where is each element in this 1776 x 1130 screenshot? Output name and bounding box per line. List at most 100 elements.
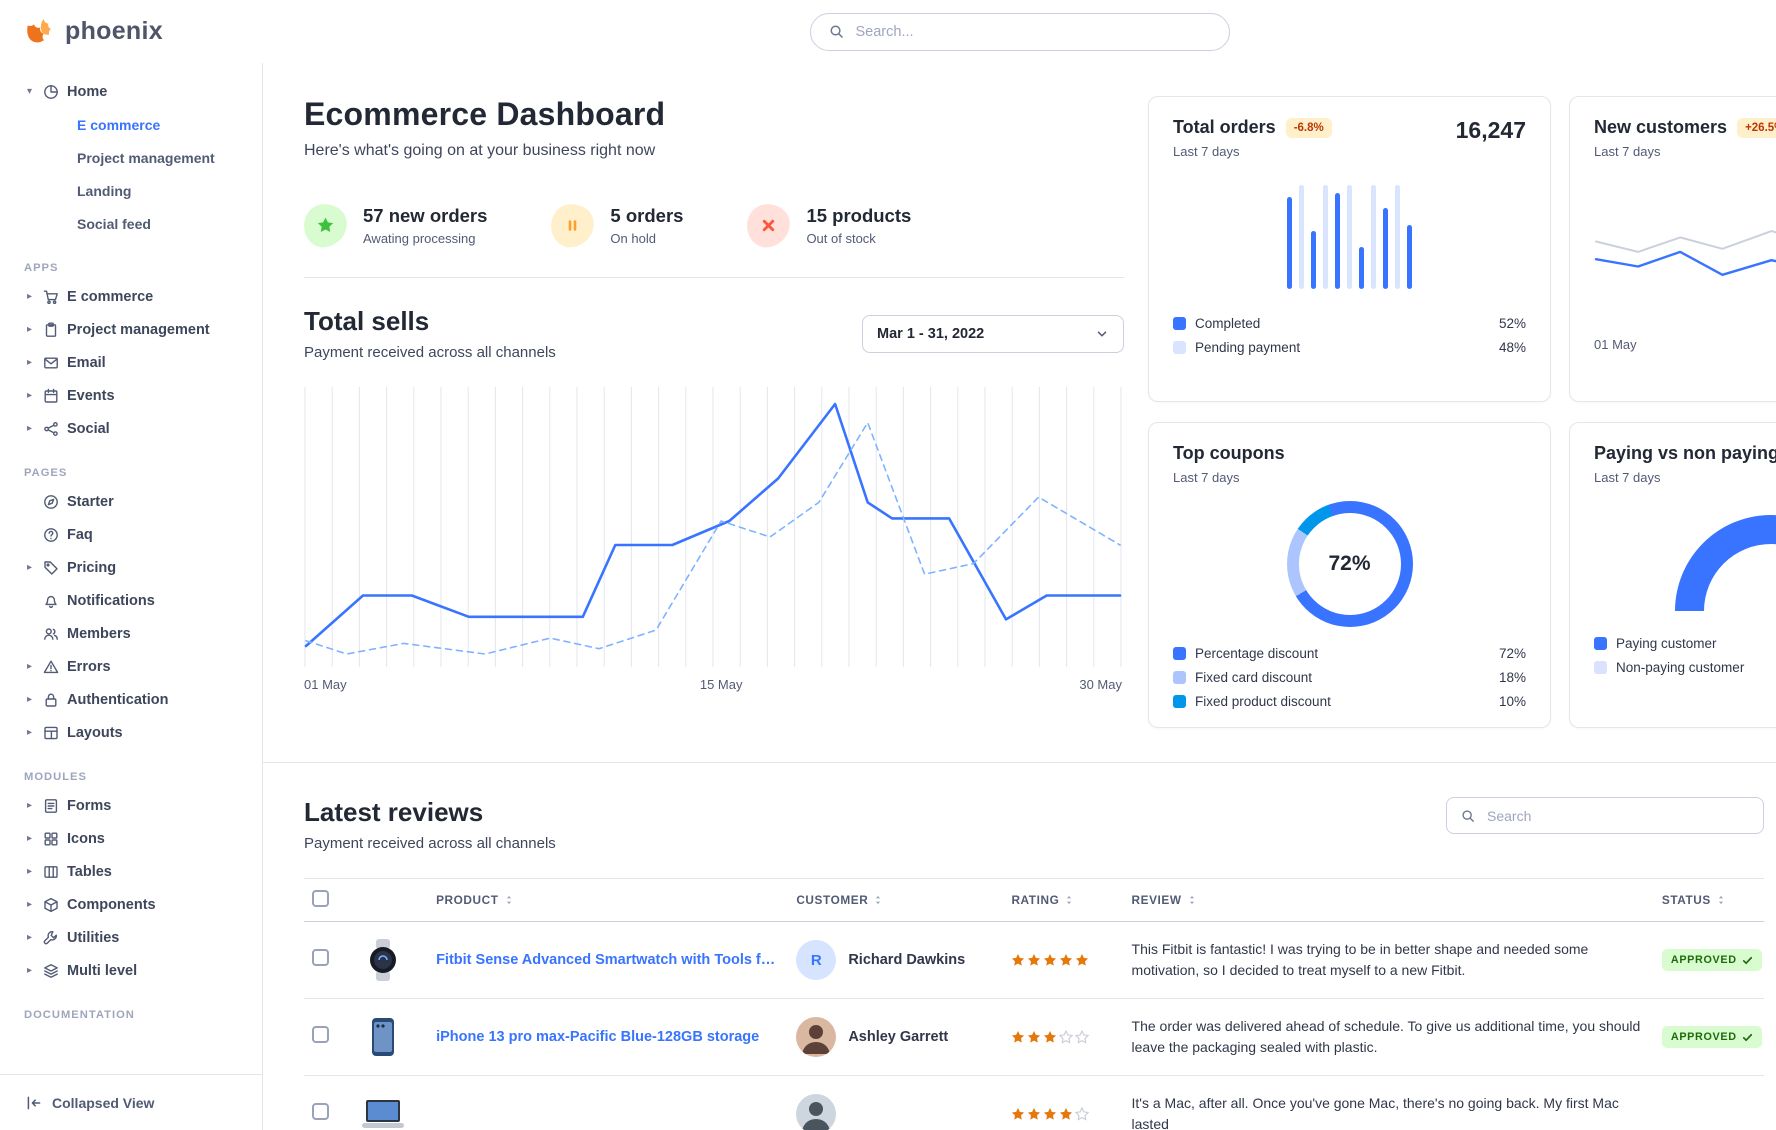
sidebar-item-authentication[interactable]: ▸ Authentication [0,683,262,716]
global-search-input[interactable] [853,22,1211,41]
product-link[interactable]: Fitbit Sense Advanced Smartwatch with To… [436,952,781,968]
review-text: This Fitbit is fantastic! I was trying t… [1131,941,1589,978]
sidebar-subitem-project-management[interactable]: Project management [77,149,215,166]
row-checkbox[interactable] [312,949,329,966]
legend-item-non-paying-customer: Non-paying customer [1594,655,1776,679]
sidebar-item-faq[interactable]: Faq [0,518,262,551]
column-header-review[interactable]: REVIEW [1123,878,1654,922]
table-row: It's a Mac, after all. Once you've gone … [304,1075,1764,1130]
row-checkbox[interactable] [312,1103,329,1120]
sidebar-item-tables[interactable]: ▸ Tables [0,855,262,888]
legend-swatch [1594,636,1607,650]
legend-item-percentage-discount: Percentage discount 72% [1173,641,1526,665]
column-header-status[interactable]: STATUS [1653,878,1764,922]
legend-label: Non-paying customer [1616,659,1745,675]
topbar: phoenix [0,0,1776,63]
sidebar-item-members[interactable]: Members [0,617,262,650]
sidebar-item-social[interactable]: ▸ Social [0,412,262,445]
column-label: STATUS [1661,893,1711,907]
caret-right-icon: ▸ [26,291,33,302]
reviews-search-input[interactable] [1485,806,1749,825]
sidebar-item-email[interactable]: ▸ Email [0,346,262,379]
sidebar-item-label: Utilities [67,929,120,946]
customer-name: Ashley Garrett [848,1029,949,1045]
column-header-product[interactable]: PRODUCT [428,878,789,922]
global-search[interactable] [809,12,1230,51]
avatar [796,1094,837,1130]
column-header-customer[interactable]: CUSTOMER [788,878,1004,922]
product-thumbnail[interactable] [358,1089,408,1130]
search-icon [1462,809,1474,822]
star-filled-icon [1012,954,1025,966]
row-checkbox[interactable] [312,1026,329,1043]
star-filled-icon [1060,1108,1073,1120]
sidebar-item-icons[interactable]: ▸ Icons [0,822,262,855]
sidebar-item-pricing[interactable]: ▸ Pricing [0,551,262,584]
sidebar-item-utilities[interactable]: ▸ Utilities [0,921,262,954]
sidebar-section-modules: MODULES [24,771,87,783]
brand-logo[interactable]: phoenix [0,16,263,48]
sort-icon [1067,895,1072,905]
product-thumbnail[interactable] [358,935,408,985]
review-text: It's a Mac, after all. Once you've gone … [1131,1095,1619,1130]
date-range-select[interactable]: Mar 1 - 31, 2022 [862,314,1124,353]
sidebar-item-project-management[interactable]: ▸ Project management [0,313,262,346]
sidebar-item-notifications[interactable]: Notifications [0,584,262,617]
grid-icon [44,832,58,846]
legend-swatch [1173,694,1186,708]
sidebar-item-label: Faq [67,526,93,543]
column-label: RATING [1011,893,1060,907]
product-link[interactable]: iPhone 13 pro max-Pacific Blue-128GB sto… [436,1029,760,1045]
new-customers-chart [1594,193,1776,311]
sidebar-item-errors[interactable]: ▸ Errors [0,650,262,683]
page-subtitle: Here's what's going on at your business … [304,142,656,159]
top-coupons-legend: Percentage discount 72% Fixed card disco… [1173,641,1526,713]
stat-label: Awating processing [363,231,476,246]
sidebar-subitem-e-commerce[interactable]: E commerce [77,116,161,133]
lock-icon [45,693,57,707]
total-sells-subtitle: Payment received across all channels [304,344,556,361]
stat-label: On hold [610,231,656,246]
tool-icon [43,930,57,944]
column-header-rating[interactable]: RATING [1003,878,1124,922]
legend-swatch [1173,670,1186,684]
stat-value: 15 products [806,205,912,226]
sidebar-item-label: Components [67,896,156,913]
sidebar-item-home[interactable]: ▾ Home [0,75,262,108]
reviews-search[interactable] [1446,797,1764,834]
sidebar-item-e-commerce[interactable]: ▸ E commerce [0,280,262,313]
legend-label: Percentage discount [1195,645,1319,661]
star-empty-icon [1075,1030,1090,1044]
sidebar-subitem-landing[interactable]: Landing [77,182,132,199]
calendar-icon [44,388,58,403]
sidebar-section-apps: APPS [24,262,59,274]
collapsed-view-toggle[interactable]: Collapsed View [0,1074,262,1130]
caret-down-icon: ▾ [26,86,33,97]
sidebar-item-events[interactable]: ▸ Events [0,379,262,412]
legend-label: Pending payment [1195,339,1301,355]
sidebar-item-starter[interactable]: Starter [0,485,262,518]
sidebar-section-documentation: DOCUMENTATION [24,1009,135,1021]
total-orders-legend: Completed 52% Pending payment 48% [1173,311,1526,359]
sidebar-item-forms[interactable]: ▸ Forms [0,789,262,822]
sidebar-item-label: Starter [67,493,114,510]
sidebar-item-components[interactable]: ▸ Components [0,888,262,921]
total-orders-card: Total orders -6.8% Last 7 days 16,247 Co… [1148,96,1551,402]
product-thumbnail[interactable] [358,1012,408,1062]
caret-right-icon: ▸ [26,899,33,910]
check-icon [1742,1033,1752,1041]
select-all-header [304,878,351,922]
total-orders-bar-chart [1287,185,1412,289]
select-all-checkbox[interactable] [312,890,329,907]
package-icon [44,897,58,912]
stat-out-of-stock: 15 products Out of stock [744,201,912,250]
legend-item-completed: Completed 52% [1173,311,1526,335]
tag-icon [44,560,58,575]
sidebar-item-layouts[interactable]: ▸ Layouts [0,716,262,749]
sidebar-item-multi-level[interactable]: ▸ Multi level [0,954,262,987]
stat-on-hold: 5 orders On hold [548,201,683,250]
caret-right-icon: ▸ [26,390,33,401]
legend-value: 18% [1498,669,1526,685]
sort-icon [1718,895,1723,905]
sidebar-subitem-social-feed[interactable]: Social feed [77,215,151,232]
